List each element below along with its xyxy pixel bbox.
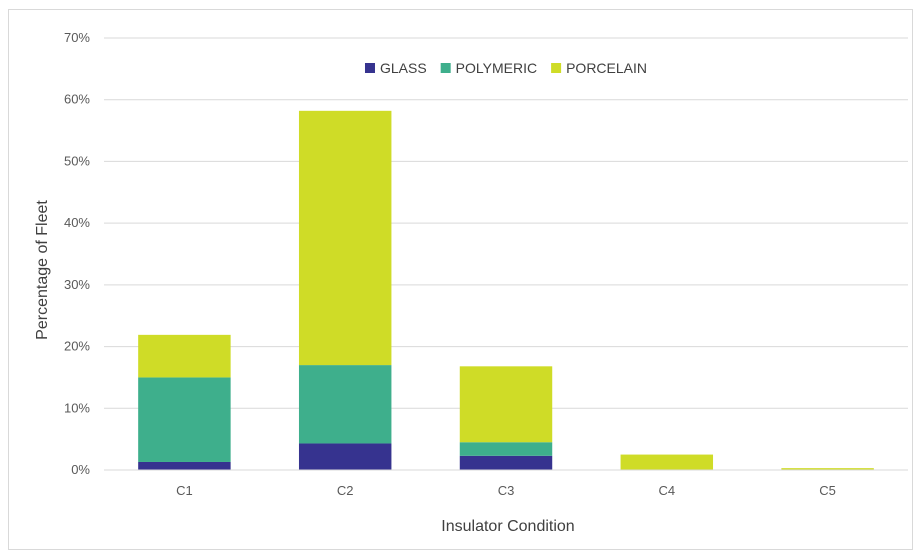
legend-swatch-polymeric xyxy=(440,63,451,73)
y-tick-label: 40% xyxy=(64,215,90,230)
bar-polymeric-c1 xyxy=(138,377,231,462)
x-tick-label: C5 xyxy=(819,483,836,498)
bar-porcelain-c1 xyxy=(138,334,231,378)
legend-swatch-porcelain xyxy=(551,63,562,73)
bars xyxy=(138,110,874,470)
x-tick-label: C4 xyxy=(658,483,675,498)
gridlines xyxy=(104,37,908,409)
legend: GLASS POLYMERIC PORCELAIN xyxy=(364,60,647,76)
y-tick-label: 50% xyxy=(64,153,90,168)
bar-porcelain-c3 xyxy=(459,366,553,443)
legend-label-polymeric: POLYMERIC xyxy=(456,60,537,76)
x-tick-label: C3 xyxy=(498,483,515,498)
x-tick-label: C1 xyxy=(176,483,193,498)
legend-label-porcelain: PORCELAIN xyxy=(566,60,647,76)
x-tick-labels: C1 C2 C3 C4 C5 xyxy=(176,483,836,498)
x-axis-title: Insulator Condition xyxy=(441,518,574,535)
bar-glass-c2 xyxy=(298,443,392,470)
y-tick-label: 60% xyxy=(64,92,90,107)
y-tick-label: 70% xyxy=(64,30,90,45)
bar-porcelain-c5 xyxy=(781,468,874,470)
bar-porcelain-c2 xyxy=(298,110,392,366)
bar-polymeric-c2 xyxy=(298,365,392,444)
x-tick-label: C2 xyxy=(337,483,354,498)
y-tick-labels: 0% 10% 20% 30% 40% 50% 60% 70% xyxy=(64,30,90,477)
legend-label-glass: GLASS xyxy=(380,60,427,76)
y-tick-label: 30% xyxy=(64,277,90,292)
legend-swatch-glass xyxy=(364,63,375,73)
y-tick-label: 10% xyxy=(64,400,90,415)
bar-glass-c3 xyxy=(459,455,553,470)
bar-glass-c1 xyxy=(138,461,231,470)
y-tick-label: 20% xyxy=(64,339,90,354)
y-axis-title: Percentage of Fleet xyxy=(34,200,51,340)
bar-porcelain-c4 xyxy=(620,454,714,470)
bar-polymeric-c3 xyxy=(459,442,553,456)
y-tick-label: 0% xyxy=(71,462,90,477)
